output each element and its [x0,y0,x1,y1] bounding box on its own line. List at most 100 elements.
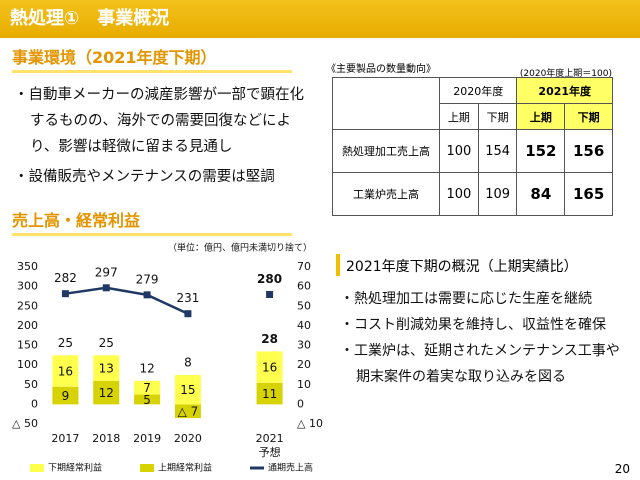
y-tick-label: 150 [17,339,38,352]
bar [174,404,201,419]
cell: 165 [564,172,613,216]
line-point [61,290,69,298]
table: 2020年度 2021年度 上期 下期 上期 下期 熱処理加工売上高 100 1… [332,77,613,216]
cell: 100 [439,172,479,216]
bar [134,380,161,395]
legend-label: 通期売上高 [268,462,313,474]
legend-swatch [30,464,44,472]
bar-label: 16 [58,365,73,379]
bullet: ・熱処理加工は需要に応じた生産を継続 [340,291,592,307]
bar-label: 5 [143,393,151,407]
y2-tick-label: 20 [297,358,311,371]
line-point [143,291,151,299]
total-label: 25 [58,336,73,350]
accent-bar [336,254,340,276]
bar-label: 9 [62,389,70,403]
bar [174,374,201,405]
line-label: 231 [176,291,199,305]
bullet: ・工業炉は、延期されたメンテナンス工事や期末案件の着実な取り込みを図る [340,343,620,385]
cell: 工業炉売上高 [332,172,440,216]
line-point [102,284,110,292]
table-note: (2020年度上期＝100) [519,69,612,79]
bar-label: 13 [99,362,114,376]
cell: 152 [516,129,566,173]
x-tick-label: 2019 [133,432,161,445]
x-tick-label: 2017 [51,432,79,445]
cell: 上期 [439,103,479,130]
bar-label: 7 [143,381,151,395]
total-label: 8 [184,355,192,369]
total-label: 12 [139,361,154,375]
y-tick-label: 0 [31,397,38,410]
line-point [184,310,192,318]
line-label: 279 [136,272,159,286]
y-tick-label: 300 [17,280,38,293]
y2-tick-label: 50 [297,299,311,312]
cell: 100 [439,129,479,173]
cell: 154 [477,129,518,173]
line-label: 282 [54,271,77,285]
cell: 下期 [564,103,613,130]
x-tick-label: 2020 [174,432,202,445]
bar-label: 12 [99,386,114,400]
bar [134,394,161,405]
cell: 下期 [477,103,518,130]
y-tick-label: 100 [17,358,38,371]
y-tick-label: 350 [17,260,38,273]
cell: 2020年度 [438,77,518,104]
bullet-list: ・自動車メーカーの減産影響が一部で顕在化するものの、海外での需要回復などにより、… [14,82,310,190]
total-label: 28 [261,332,278,346]
bar [52,386,79,405]
bar-label: 11 [262,387,277,401]
total-label: 25 [99,336,114,350]
y2-tick-label: △ 10 [297,417,323,430]
bullet: ・コスト削減効果を維持し、収益性を確保 [340,317,606,333]
cell: 109 [477,172,518,216]
legend-label: 下期経常利益 [48,462,102,474]
line-point [266,290,274,298]
section-heading: 売上高・経常利益 [12,207,292,236]
bullet-list: ・熱処理加工は需要に応じた生産を継続 ・コスト削減効果を維持し、収益性を確保 ・… [340,286,630,390]
y-tick-label: 50 [24,378,38,391]
panel-title: 2021年度下期の概況（上期実績比） [346,259,578,275]
bar [93,355,120,381]
cell: 熱処理加工売上高 [332,129,440,173]
cell: 2021年度 [516,77,613,104]
cell: 上期 [516,103,566,130]
x-tick-label: 2021 [256,432,284,445]
cell: 156 [564,129,613,173]
bullet: ・設備販売やメンテナンスの需要は堅調 [14,169,275,185]
y2-tick-label: 40 [297,319,311,332]
x-tick-sublabel: 予想 [259,445,281,459]
table-caption: 《主要製品の数量動向》 [326,64,436,75]
cell: 84 [516,172,566,216]
legend-label: 上期経常利益 [158,462,212,474]
legend-swatch [140,464,154,472]
bar [256,382,283,405]
unit-note: （単位：億円、億円未満切り捨て） [168,242,312,254]
line [65,288,269,314]
y2-tick-label: 0 [297,397,304,410]
section-heading: 事業環境（2021年度下期） [12,44,292,73]
header-title: 熱処理① 事業概況 [0,0,640,38]
line-label: 297 [95,265,118,279]
y-tick-label: △ 50 [12,417,38,430]
bar [256,351,283,383]
y2-tick-label: 70 [297,260,311,273]
bullet: ・自動車メーカーの減産影響が一部で顕在化するものの、海外での需要回復などにより、… [14,87,304,155]
y-tick-label: 250 [17,299,38,312]
page-number: 20 [614,462,630,476]
chart: （単位：億円、億円未満切り捨て） △ 500501001502002503003… [12,242,323,474]
bar-label: △ 7 [178,405,199,419]
y2-tick-label: 10 [297,378,311,391]
y-tick-label: 200 [17,319,38,332]
bar-label: 16 [262,361,277,375]
bar [93,380,120,405]
y2-tick-label: 60 [297,280,311,293]
bar-label: 15 [180,383,195,397]
x-tick-label: 2018 [92,432,120,445]
cell [332,77,440,130]
bar [52,355,79,387]
line-label: 280 [257,272,282,286]
